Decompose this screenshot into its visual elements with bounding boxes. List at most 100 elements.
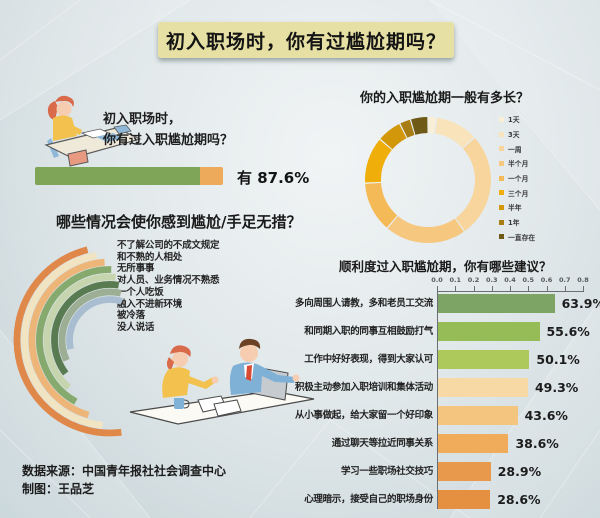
- bar-value-label: 55.6%: [546, 324, 590, 339]
- radial-arc-6: [51, 281, 120, 376]
- donut-segment-三个月: [365, 139, 393, 183]
- situations-label-list: 不了解公司的不成文规定 和不熟的人相处 无所事事 对人员、业务情况不熟悉 一个人吃饭 融入…: [117, 240, 220, 334]
- bar-category-label: 工作中好好表现，得到大家认可: [304, 354, 433, 365]
- yes-percentage-label: 有 87.6%: [237, 169, 310, 187]
- bar-value-label: 63.9%: [561, 296, 600, 311]
- bar: [438, 378, 528, 397]
- donut-segment-一直存在: [411, 117, 428, 135]
- woman-at-desk-illustration: [44, 95, 142, 167]
- x-axis-tick-mark: [546, 286, 548, 291]
- bar-category-label: 和同期入职的同事互相鼓励打气: [304, 326, 433, 337]
- bar: [438, 490, 491, 509]
- x-axis-tick-mark: [510, 286, 511, 291]
- bar: [438, 294, 555, 313]
- x-axis-line: [437, 291, 584, 292]
- coworkers-talking-illustration: [129, 338, 315, 425]
- situation-label: 融入不进新环境: [117, 298, 183, 310]
- intro-question: 初入职场时， 你有过入职尴尬期吗？: [103, 110, 233, 152]
- page-title: 初入职场时，你有过尴尬期吗？: [158, 22, 454, 58]
- x-axis-tick-label: 0.7: [558, 276, 571, 284]
- y-axis-line: [437, 291, 438, 509]
- legend-label: 半个月: [508, 160, 529, 169]
- situations-chart-title: 哪些情况会使你感到尴尬/手足无措？: [56, 213, 302, 231]
- legend-swatch: [499, 160, 504, 166]
- legend-item: 三个月: [499, 185, 535, 200]
- x-axis-tick-mark: [528, 286, 530, 291]
- legend-item: 一周: [499, 141, 535, 156]
- bar-value-label: 43.6%: [524, 408, 568, 423]
- legend-swatch: [499, 131, 504, 137]
- bar-value-label: 28.6%: [497, 492, 541, 507]
- bar-value-label: 49.3%: [534, 380, 579, 395]
- x-axis-tick-label: 0.1: [449, 276, 461, 284]
- bar: [438, 322, 540, 341]
- situation-label: 对人员、业务情况不熟悉: [117, 275, 220, 287]
- intro-question-line2: 你有过入职尴尬期吗？: [103, 132, 234, 148]
- legend-item: 半个月: [499, 156, 535, 171]
- bar: [438, 406, 518, 425]
- legend-swatch: [499, 116, 504, 122]
- radial-arc-1: [13, 246, 122, 437]
- legend-item: 半年: [499, 200, 535, 215]
- legend-item: 1年: [499, 215, 535, 230]
- yes-percentage-bar: [35, 167, 223, 185]
- x-axis-tick-label: 0.8: [577, 276, 589, 284]
- bar: [438, 434, 509, 453]
- legend-swatch: [499, 204, 504, 210]
- bar-category-label: 通过聊天等拉近同事关系: [331, 438, 434, 449]
- bar-category-label: 积极主动参加入职培训和集体活动: [295, 382, 434, 393]
- situation-label: 被冷落: [117, 310, 145, 322]
- x-axis-tick-label: 0.4: [504, 276, 516, 284]
- legend-label: 1天: [508, 116, 520, 125]
- duration-chart-title: 你的入职尴尬期一般有多长？: [360, 91, 530, 106]
- bar: [438, 462, 491, 481]
- radial-arc-3: [28, 258, 105, 419]
- yes-percentage-bar-fill: [35, 167, 200, 185]
- x-axis-tick-mark: [491, 286, 493, 291]
- x-axis-tick-mark: [564, 286, 566, 291]
- donut-segment-半个月: [387, 215, 464, 243]
- donut-segment-一个月: [365, 182, 398, 228]
- bar-category-label: 心理暗示，接受自己的职场身份: [304, 494, 433, 505]
- suggestions-chart-title: 顺利度过入职尴尬期，你有哪些建议？: [339, 259, 552, 274]
- legend-label: 半年: [508, 204, 522, 213]
- x-axis-tick-label: 0.2: [467, 276, 480, 284]
- legend-label: 一个月: [508, 175, 529, 184]
- credit: 制图：王品芝: [22, 482, 95, 496]
- intro-question-line1: 初入职场时，: [103, 112, 182, 127]
- legend-swatch: [499, 234, 504, 240]
- legend-item: 一个月: [499, 171, 535, 186]
- radial-arc-8: [66, 296, 123, 350]
- situation-label: 没人说话: [117, 321, 155, 333]
- bar-value-label: 38.6%: [515, 436, 559, 451]
- x-axis-tick-mark: [437, 286, 438, 291]
- x-axis-tick-label: 0.6: [540, 276, 553, 284]
- situation-label: 一个人吃饭: [117, 286, 164, 298]
- x-axis-tick-mark: [455, 286, 457, 291]
- legend-swatch: [499, 175, 504, 181]
- situations-radial-chart: [0, 235, 230, 459]
- bar-value-label: 50.1%: [536, 352, 580, 367]
- bar-category-label: 多向周围人请教，多和老员工交流: [295, 298, 434, 309]
- situation-label: 无所事事: [117, 263, 155, 275]
- legend-label: 3天: [508, 131, 520, 140]
- data-source: 数据来源：中国青年报社社会调查中心: [22, 464, 227, 478]
- situation-label: 和不熟的人相处: [117, 251, 183, 263]
- x-axis-tick-label: 0.0: [431, 276, 443, 284]
- duration-donut-chart: [358, 110, 498, 254]
- bar-value-label: 28.9%: [497, 464, 542, 479]
- situation-label: 不了解公司的不成文规定: [117, 240, 220, 251]
- donut-segment-1年: [400, 119, 415, 138]
- suggestions-bar-chart: 顺利度过入职尴尬期，你有哪些建议？ 0.0 0.1 0.2 0.3 0.4 0.5 0.6 0…: [295, 250, 600, 518]
- legend-swatch: [499, 146, 504, 152]
- legend-item: 3天: [499, 127, 535, 142]
- x-axis-tick-label: 0.5: [522, 276, 534, 284]
- bar-category-label: 从小事做起，给大家留一个好印象: [295, 410, 434, 421]
- legend-swatch: [499, 219, 504, 225]
- bar-category-label: 学习一些职场社交技巧: [340, 466, 433, 477]
- donut-segment-一周: [455, 137, 491, 232]
- legend-item: 一直存在: [499, 230, 535, 245]
- x-axis-tick-mark: [583, 286, 584, 291]
- x-axis-tick-label: 0.3: [485, 276, 498, 284]
